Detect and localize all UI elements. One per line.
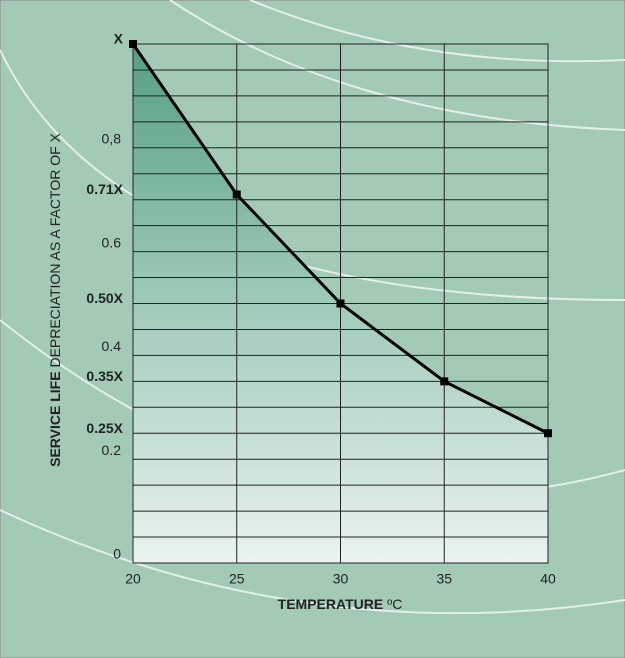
- x-label-bold: TEMPERATURE: [278, 596, 384, 612]
- y-tick-label: 0.6: [102, 234, 122, 250]
- value-label: X: [114, 31, 124, 47]
- marker: [336, 299, 345, 308]
- y-tick-label: 0,8: [102, 131, 122, 147]
- value-label: 0.35X: [86, 368, 123, 384]
- y-tick-label: 0.4: [102, 338, 122, 354]
- marker: [544, 429, 552, 438]
- x-tick-label: 40: [540, 571, 556, 587]
- marker: [440, 377, 449, 386]
- x-tick-label: 30: [333, 571, 349, 587]
- plot-frame: [132, 43, 549, 564]
- y-label-rest: DEPRECIATION AS A FACTOR OF X: [47, 132, 63, 367]
- y-tick-label: 0: [113, 546, 121, 562]
- value-label: 0.50X: [86, 290, 123, 306]
- x-tick-label: 25: [229, 571, 245, 587]
- x-axis-label: TEMPERATURE ºC: [278, 596, 403, 612]
- plot: 0 0.2 0.4 0.6 0,8 20 25 30 35 40 X 0.71X 0.50X 0.35X 0…: [86, 31, 556, 587]
- marker: [129, 40, 137, 48]
- y-axis-label: SERVICE LIFE DEPRECIATION AS A FACTOR OF…: [47, 132, 63, 466]
- value-label: 0.25X: [86, 420, 123, 436]
- x-tick-label: 35: [436, 571, 452, 587]
- marker: [232, 190, 241, 199]
- y-tick-label: 0.2: [102, 442, 122, 458]
- x-tick-label: 20: [125, 571, 141, 587]
- y-label-bold: SERVICE LIFE: [47, 371, 63, 466]
- value-label: 0.71X: [86, 181, 123, 197]
- x-label-unit: ºC: [387, 596, 402, 612]
